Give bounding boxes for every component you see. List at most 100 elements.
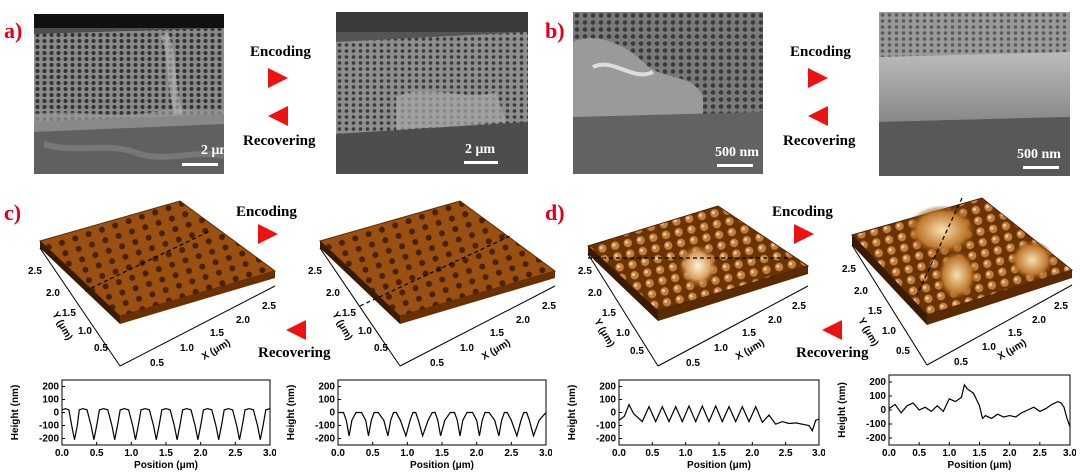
- x-tick-label: 2.5: [504, 448, 518, 459]
- y-tick: 2.5: [842, 264, 856, 275]
- x-tick: 2.5: [1054, 301, 1068, 312]
- x-tick: 2.0: [236, 315, 250, 326]
- recovering-arrow-icon: [808, 106, 828, 126]
- y-axis-label: Height (nm): [837, 382, 848, 438]
- profile-line: [84, 230, 211, 292]
- scale-bar-label: 2 μm: [200, 143, 224, 158]
- height-profile-chart: 200 100 0 -100 -200 0.0 0.5 1.0 1.5 2.0 2.5 3.0 Posi…: [286, 379, 553, 471]
- encoding-label: Encoding: [790, 44, 851, 60]
- y-tick: 1.5: [868, 306, 882, 317]
- encoding-label: Encoding: [250, 44, 311, 60]
- y-axis-label: Height (nm): [10, 385, 21, 441]
- x-tick: 2.5: [262, 301, 276, 312]
- x-tick: 1.0: [714, 343, 728, 354]
- recovering-label: Recovering: [796, 345, 869, 361]
- y-axis-label: Height (nm): [286, 385, 297, 441]
- y-tick: 1.0: [358, 326, 372, 337]
- x-tick: 1.5: [1008, 328, 1022, 339]
- recovering-arrow-icon: [822, 320, 842, 340]
- y-tick-label: -100: [315, 421, 335, 432]
- x-tick-label: 1.0: [124, 448, 138, 459]
- x-tick-label: 0.5: [645, 448, 659, 459]
- x-tick: 1.0: [180, 343, 194, 354]
- x-tick-label: 1.0: [679, 448, 693, 459]
- height-profile-line: [338, 411, 547, 438]
- x-tick-label: 0.5: [912, 448, 926, 459]
- afm-3d-plot: 2.5 2.0 1.5 1.0 0.5 Y (μm) 0.5 1.0 1.5 2…: [578, 205, 810, 369]
- y-tick: 2.0: [854, 286, 868, 297]
- height-profile-c-left: 200 100 0 -100 -200 0.0 0.5 1.0 1.5 2.0 2.5 3.0 Posi…: [6, 375, 277, 471]
- x-tick-label: 1.5: [435, 448, 449, 459]
- y-tick-label: -100: [596, 421, 616, 432]
- x-tick-label: 0.0: [612, 448, 626, 459]
- afm-3d-plot: 2.5 2.0 1.5 1.0 0.5 Y (μm) 0.5 1.0 1.5 2…: [308, 200, 556, 369]
- x-tick-label: 1.0: [942, 448, 956, 459]
- sem-image-b-left: 500 nm: [573, 12, 763, 174]
- y-tick: 2.5: [28, 266, 42, 277]
- x-tick-label: 3.0: [812, 448, 825, 459]
- x-tick: 0.5: [954, 357, 968, 368]
- y-tick-label: 0: [329, 408, 335, 419]
- encoding-label: Encoding: [772, 204, 833, 220]
- encoding-label: Encoding: [236, 204, 297, 220]
- x-tick-label: 0.5: [90, 448, 104, 459]
- x-axis-label: X (μm): [200, 338, 232, 363]
- y-tick-label: -200: [596, 434, 616, 445]
- encoding-arrow-icon: [808, 68, 828, 88]
- height-profile-c-right: 200 100 0 -100 -200 0.0 0.5 1.0 1.5 2.0 2.5 3.0 Posi…: [282, 375, 553, 471]
- afm-3d-plot: 2.5 2.0 1.5 1.0 0.5 Y (μm) 0.5 1.0 1.5 2…: [28, 200, 276, 369]
- y-tick: 1.0: [78, 326, 92, 337]
- sem-micrograph: [879, 12, 1070, 176]
- encoding-arrow-icon: [268, 68, 288, 88]
- x-axis-label: Position (μm): [134, 460, 198, 471]
- x-axis-label: Position (μm): [410, 460, 474, 471]
- y-axis-line: [39, 247, 121, 367]
- y-tick: 2.0: [46, 288, 60, 299]
- x-axis-label: Position (μm): [687, 460, 751, 471]
- sem-micrograph: [336, 12, 528, 174]
- x-tick: 2.0: [1032, 315, 1046, 326]
- y-tick-label: -200: [315, 434, 335, 445]
- y-tick-label: 100: [599, 395, 616, 406]
- y-tick-label: 200: [42, 382, 59, 393]
- height-profile-d-right: 200 100 0 -100 -200 0.0 0.5 1.0 1.5 2.0 2.5 3.0 Posi…: [833, 370, 1077, 471]
- y-tick-label: 0: [53, 408, 59, 419]
- y-tick: 1.0: [882, 326, 896, 337]
- scale-bar: [717, 164, 753, 167]
- y-axis-line: [319, 247, 401, 367]
- height-profile-chart: 200 100 0 -100 -200 0.0 0.5 1.0 1.5 2.0 2.5 3.0 Posi…: [837, 374, 1077, 471]
- y-tick-label: 100: [318, 395, 335, 406]
- y-tick: 0.5: [630, 346, 644, 357]
- x-tick-label: 2.0: [745, 448, 759, 459]
- x-tick-label: 2.5: [1033, 448, 1047, 459]
- y-tick: 1.5: [62, 308, 76, 319]
- recovering-label: Recovering: [258, 345, 331, 361]
- y-tick-label: 0: [610, 408, 616, 419]
- y-tick: 0.5: [94, 343, 108, 354]
- afm-surface-d-left: 2.5 2.0 1.5 1.0 0.5 Y (μm) 0.5 1.0 1.5 2…: [558, 196, 813, 371]
- y-tick: 2.0: [588, 288, 602, 299]
- profile-line: [916, 197, 963, 296]
- scale-bar: [182, 163, 218, 166]
- afm-3d-plot: 2.5 2.0 1.5 1.0 0.5 Y (μm) 0.5 1.0 1.5 2…: [842, 197, 1074, 368]
- height-profile-chart: 200 100 0 -100 -200 0.0 0.5 1.0 1.5 2.0 2.5 3.0 Posi…: [567, 379, 826, 471]
- x-tick: 2.0: [516, 315, 530, 326]
- encoding-arrow-icon: [794, 224, 814, 244]
- panel-label-d: d): [545, 200, 565, 225]
- x-tick-label: 1.5: [712, 448, 726, 459]
- x-tick: 1.5: [490, 328, 504, 339]
- x-axis-label: X (μm): [480, 338, 512, 363]
- x-tick: 0.5: [686, 358, 700, 369]
- x-axis-line: [657, 285, 809, 367]
- panel-label-b: b): [545, 18, 565, 43]
- y-tick-label: -200: [866, 433, 886, 444]
- x-axis-line: [119, 285, 276, 367]
- x-tick-label: 1.0: [400, 448, 414, 459]
- afm-surface-d-right: 2.5 2.0 1.5 1.0 0.5 Y (μm) 0.5 1.0 1.5 2…: [832, 190, 1077, 370]
- y-tick-label: 100: [869, 391, 886, 402]
- x-tick-label: 2.0: [194, 448, 208, 459]
- x-tick-label: 2.5: [228, 448, 242, 459]
- x-tick-label: 0.0: [882, 448, 896, 459]
- x-axis-label: Position (μm): [948, 460, 1012, 471]
- y-tick: 2.0: [326, 288, 340, 299]
